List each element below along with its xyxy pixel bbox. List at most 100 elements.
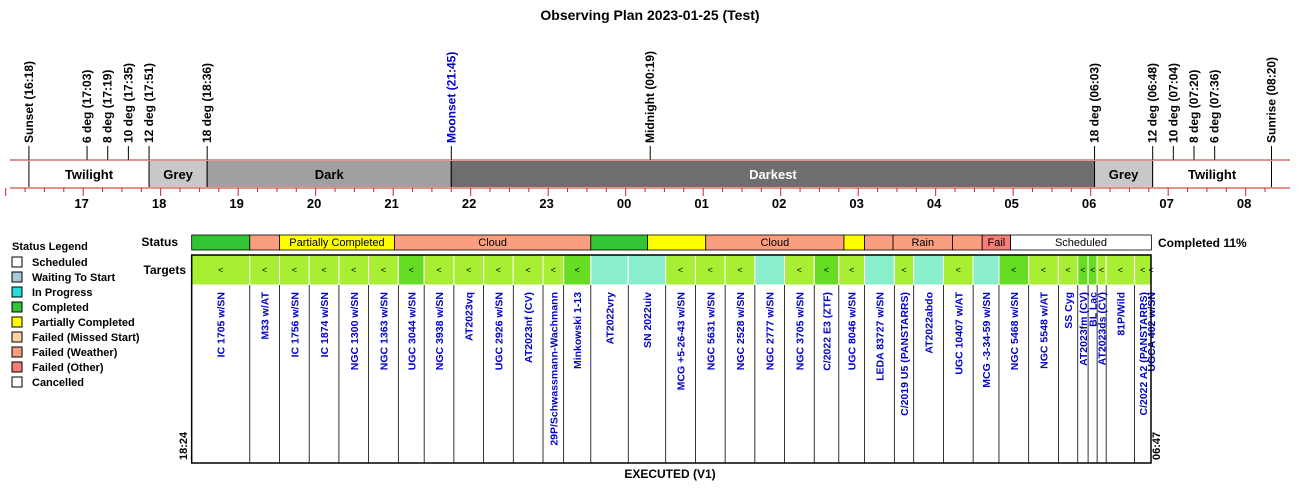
- event-label: Sunset (16:18): [22, 61, 36, 143]
- legend-swatch: [11, 316, 23, 328]
- status-segment: [843, 234, 866, 251]
- legend-swatch: [11, 301, 23, 313]
- target-marker: <: [1140, 265, 1145, 275]
- band-label: Twilight: [65, 167, 114, 182]
- target-name: LEDA 83727 w/SN: [874, 292, 886, 381]
- targets-frame: [190, 254, 1152, 464]
- hour-label: 04: [927, 196, 942, 211]
- target-marker: <: [737, 265, 742, 275]
- target-name: 29P/Schwassmann-Wachmann: [548, 292, 560, 446]
- target-marker: <: [1041, 265, 1046, 275]
- hour-label: 06: [1082, 196, 1096, 211]
- event-label: 12 deg (17:51): [142, 63, 156, 143]
- event-label: Moonset (21:45): [444, 52, 458, 143]
- status-row: Partially Completed Cloud Cloud Rain Fail Sch…: [191, 234, 1152, 251]
- event-label: 6 deg (07:36): [1208, 70, 1222, 143]
- band-label: Twilight: [1188, 167, 1237, 182]
- event-label: 10 deg (07:04): [1166, 63, 1180, 143]
- target-name: UGC 2926 w/SN: [493, 292, 505, 370]
- target-cell: [308, 254, 340, 286]
- target-name: MCG +5-26-43 w/SN: [676, 292, 688, 390]
- target-name: NGC 5631 w/SN: [705, 292, 717, 370]
- target-name: NGC 1300 w/SN: [349, 292, 361, 370]
- target-marker: <: [551, 265, 556, 275]
- target-cell: [694, 254, 726, 286]
- target-marker: <: [436, 265, 441, 275]
- event-label: 8 deg (07:20): [1187, 70, 1201, 143]
- hour-label: 02: [772, 196, 786, 211]
- target-marker: <: [1065, 265, 1070, 275]
- completed-percent: Completed 11%: [1158, 236, 1247, 250]
- target-name: NGC 3938 w/SN: [434, 292, 446, 370]
- target-name: AT2022abdo: [924, 292, 936, 354]
- target-name: C/2022 A2 (PANSTARRS): [1138, 292, 1150, 416]
- hour-label: 00: [617, 196, 631, 211]
- target-marker: <: [466, 265, 471, 275]
- target-marker: <: [849, 265, 854, 275]
- status-segment-label: Rain: [911, 237, 934, 249]
- legend-item-label: Cancelled: [32, 377, 84, 389]
- target-marker: <: [1099, 265, 1104, 275]
- legend-item-label: Failed (Other): [32, 362, 104, 374]
- target-marker: <: [262, 265, 267, 275]
- hour-label: 22: [462, 196, 476, 211]
- target-cell: [838, 254, 866, 286]
- target-marker: <: [1080, 265, 1085, 275]
- target-name: AT2023vq: [464, 292, 476, 341]
- hour-label: 07: [1159, 196, 1173, 211]
- band-rect: [207, 161, 452, 187]
- target-name: IC 1874 w/SN: [319, 292, 331, 357]
- status-segment: [952, 234, 983, 251]
- target-name: UGCA 402 w/SN: [1146, 292, 1158, 372]
- status-segment-label: Scheduled: [1055, 237, 1107, 249]
- target-marker: <: [218, 265, 223, 275]
- target-name: AT2023nf (CV): [523, 292, 535, 363]
- target-cell: [512, 254, 544, 286]
- target-name: 81P/Wild: [1115, 292, 1127, 336]
- target-names: IC 1705 w/SN M33 w/AT IC 1756 w/SN IC 1874 …: [190, 254, 1158, 464]
- twilight-bands: Twilight Grey Dark Darkest Grey Twilight: [10, 159, 1290, 189]
- targets-row: < < < < < < < < < < < < < < < < < < < < < < < < < < < < < <: [191, 254, 1154, 286]
- hour-label: 17: [74, 196, 88, 211]
- event-label: 12 deg (06:48): [1146, 63, 1160, 143]
- target-name: AT2023fm (CV): [1078, 292, 1090, 366]
- target-cell: [368, 254, 399, 286]
- band-rect: [1094, 161, 1153, 187]
- event-label: Sunrise (08:20): [1265, 57, 1279, 143]
- status-row-label: Status: [141, 235, 178, 249]
- event-label: 18 deg (06:03): [1088, 63, 1102, 143]
- target-cell: [338, 254, 370, 286]
- legend-title: Status Legend: [12, 241, 88, 253]
- target-marker: <: [321, 265, 326, 275]
- status-segment-label: Fail: [988, 237, 1006, 249]
- target-marker: <: [678, 265, 683, 275]
- target-marker: <: [901, 265, 906, 275]
- target-cell: [784, 254, 815, 286]
- target-cell: [754, 254, 786, 286]
- hour-label: 20: [307, 196, 321, 211]
- event-markers: Sunset (16:18) 6 deg (17:03) 8 deg (17:19)…: [22, 51, 1279, 160]
- plan-title: Observing Plan 2023-01-25 (Test): [540, 7, 759, 23]
- status-segment-label: Cloud: [760, 237, 789, 249]
- legend-swatch: [11, 331, 23, 343]
- legend-swatch: [11, 256, 23, 268]
- status-segment: [864, 234, 894, 251]
- status-segment-label: Partially Completed: [289, 237, 384, 249]
- target-name: UGC 10407 w/AT: [953, 291, 965, 374]
- target-name: SN 2022uiv: [642, 292, 654, 348]
- event-label: 10 deg (17:35): [121, 63, 135, 143]
- target-marker: <: [956, 265, 961, 275]
- band-label: Darkest: [749, 167, 797, 182]
- legend-item-label: Failed (Missed Start): [32, 332, 140, 344]
- target-name: AT2023ds (CV): [1097, 292, 1109, 365]
- target-name: C/2022 E3 (ZTF): [822, 292, 834, 371]
- status-segment: [191, 234, 251, 251]
- target-cell: [665, 254, 696, 286]
- legend-item-label: Completed: [32, 302, 89, 314]
- hour-label: 08: [1237, 196, 1251, 211]
- targets-row-label: Targets: [144, 263, 187, 277]
- hour-label: 21: [384, 196, 398, 211]
- target-name: Minkowski 1-13: [572, 292, 584, 369]
- legend-item-label: In Progress: [32, 287, 93, 299]
- band-rect: [28, 161, 150, 187]
